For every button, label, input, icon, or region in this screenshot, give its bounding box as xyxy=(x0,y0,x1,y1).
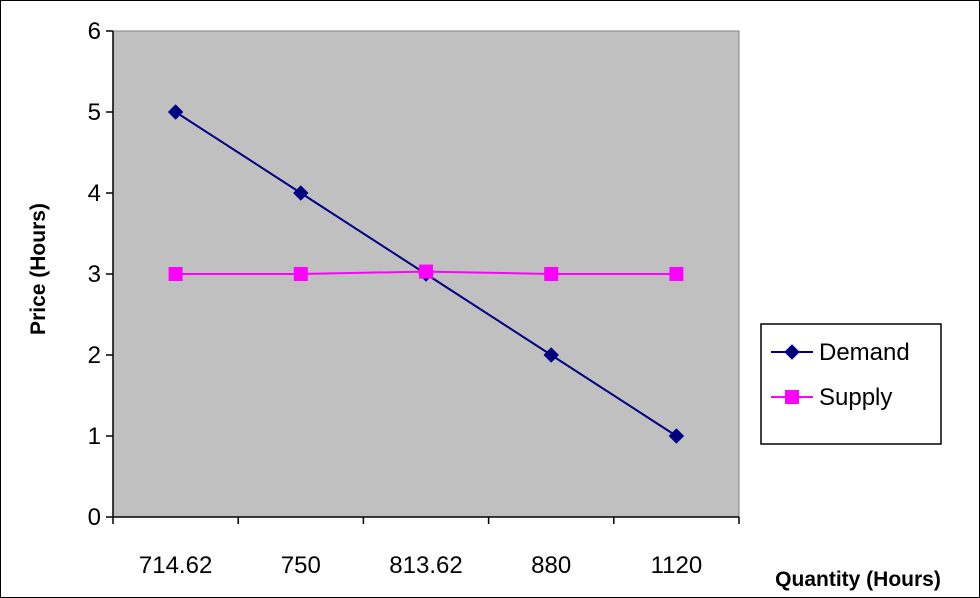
x-tick-label: 1120 xyxy=(651,552,703,579)
y-tick-label: 1 xyxy=(88,423,101,450)
series-layer xyxy=(167,104,685,444)
legend-item-supply: Supply xyxy=(771,384,892,411)
data-point-supply xyxy=(419,264,433,279)
data-point-demand xyxy=(543,347,559,363)
legend: Demand Supply xyxy=(760,323,942,445)
x-tick-label: 714.62 xyxy=(139,552,212,579)
legend-item-demand: Demand xyxy=(771,339,910,366)
legend-marker xyxy=(785,390,799,404)
y-tick-label: 0 xyxy=(88,504,101,531)
data-point-supply xyxy=(168,267,183,281)
data-point-demand xyxy=(293,185,309,201)
y-tick-label: 6 xyxy=(88,18,101,45)
y-tick-label: 5 xyxy=(88,99,101,126)
x-tick-label: 750 xyxy=(281,552,321,579)
axes: 0 1 2 3 4 5 6 714.62 750 813.62 880 1120 xyxy=(88,18,740,579)
y-tick-label: 4 xyxy=(88,180,101,207)
y-axis-title: Price (Hours) xyxy=(27,203,50,335)
data-point-supply xyxy=(669,267,684,281)
legend-label: Supply xyxy=(819,384,892,411)
legend-box xyxy=(760,323,942,445)
data-point-demand xyxy=(668,428,685,444)
y-tick-label: 2 xyxy=(88,342,101,369)
x-axis-title: Quantity (Hours) xyxy=(775,568,941,591)
legend-label: Demand xyxy=(819,339,910,366)
data-point-supply xyxy=(293,267,308,281)
y-tick-label: 3 xyxy=(88,261,101,288)
data-point-demand xyxy=(167,104,184,120)
x-tick-label: 880 xyxy=(531,552,571,579)
x-tick-label: 813.62 xyxy=(389,552,462,579)
series-supply xyxy=(168,264,684,281)
data-point-supply xyxy=(544,267,559,281)
legend-marker xyxy=(784,344,800,360)
